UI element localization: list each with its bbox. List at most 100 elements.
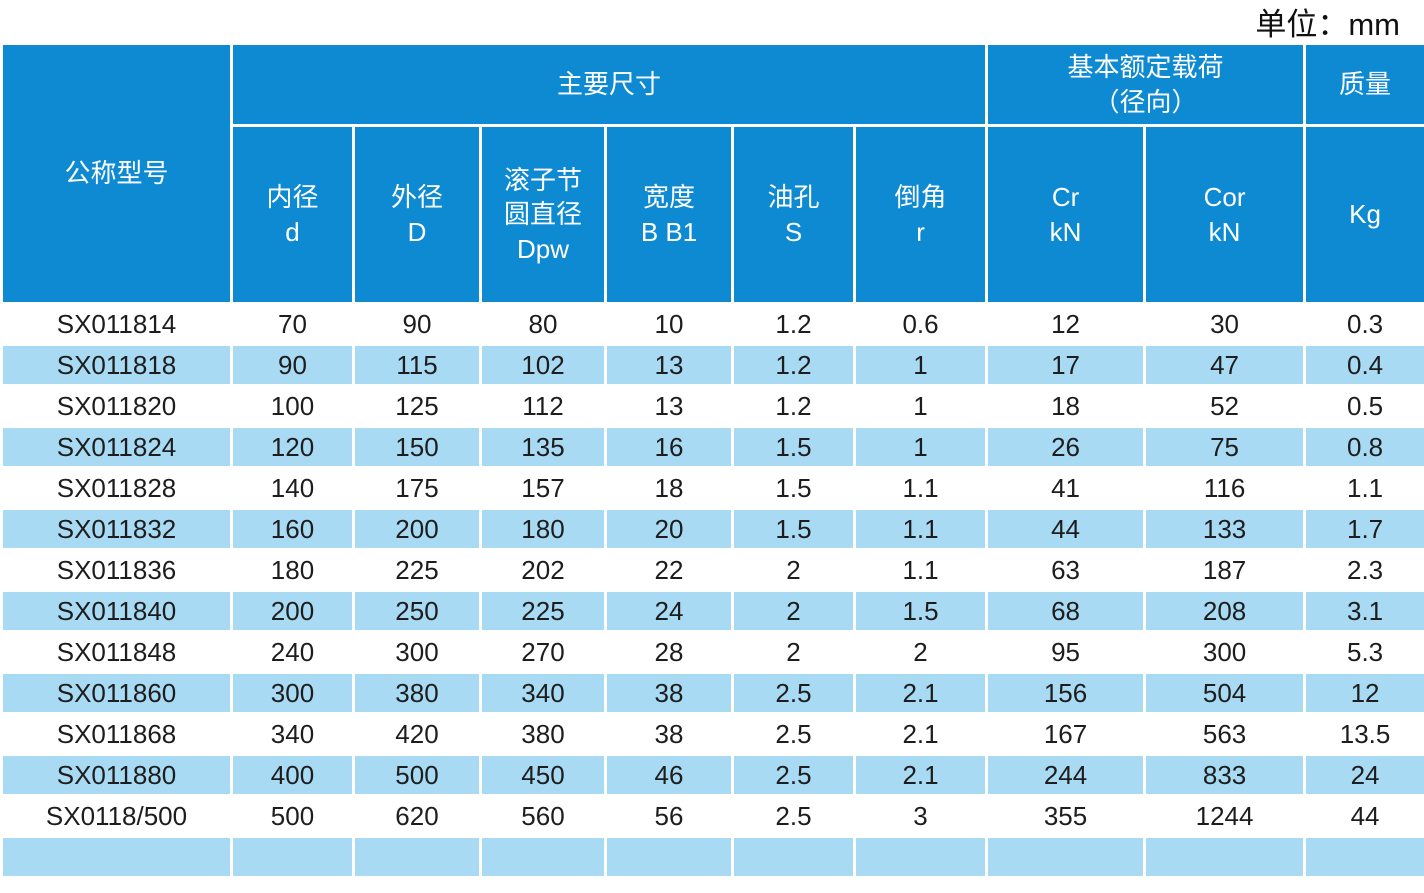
value-cell: 2 <box>852 630 989 674</box>
value-cell: 12 <box>1303 671 1424 715</box>
value-cell: 1.2 <box>731 302 856 346</box>
model-cell: SX011824 <box>0 425 233 469</box>
value-cell: 10 <box>604 302 734 346</box>
value-cell: 112 <box>479 384 607 428</box>
oil-hole-line1: 油孔 <box>767 182 820 213</box>
col-header-mass: 质量 <box>1303 42 1424 127</box>
value-cell: 116 <box>1143 466 1307 510</box>
value-cell: 13 <box>604 384 734 428</box>
header-row-subcolumns: 内径 d 外径 D 滚子节 圆直径 Dpw 宽度 B B1 油孔 <box>2 124 1424 305</box>
value-cell: 24 <box>604 589 734 633</box>
col-header-model: 公称型号 <box>0 42 233 305</box>
value-cell: 120 <box>230 425 355 469</box>
table-row: SX011848 240 300 270 28 2 2 95 300 5.3 <box>0 630 1424 674</box>
width-line1: 宽度 <box>642 182 695 213</box>
table-row: SX011880 400 500 450 46 2.5 2.1 244 833 24 <box>0 753 1424 797</box>
value-cell: 240 <box>230 630 355 674</box>
value-cell: 180 <box>479 507 607 551</box>
pitch-line2: 圆直径 <box>503 199 582 230</box>
rated-load-line2: （径向） <box>1093 86 1198 117</box>
unit-label: 单位：mm <box>1255 6 1400 42</box>
value-cell: 16 <box>604 425 734 469</box>
kg-line1: Kg <box>1349 199 1381 230</box>
value-cell: 115 <box>352 343 482 387</box>
model-cell: SX011880 <box>0 753 233 797</box>
value-cell: 13 <box>604 343 734 387</box>
value-cell: 2.1 <box>852 712 989 756</box>
value-cell: 17 <box>985 343 1147 387</box>
value-cell: 80 <box>479 302 607 346</box>
value-cell: 70 <box>230 302 355 346</box>
col-header-pitch-diameter: 滚子节 圆直径 Dpw <box>479 124 607 305</box>
value-cell: 2.3 <box>1303 548 1424 592</box>
value-cell: 3 <box>852 794 989 838</box>
cr-line2: kN <box>1049 216 1082 247</box>
value-cell: 140 <box>230 466 355 510</box>
col-header-main-dimensions: 主要尺寸 <box>229 42 989 127</box>
cor-line2: kN <box>1208 216 1241 247</box>
value-cell: 63 <box>985 548 1147 592</box>
value-cell <box>0 835 233 879</box>
col-header-main-dimensions-label: 主要尺寸 <box>557 69 662 100</box>
value-cell: 90 <box>230 343 355 387</box>
model-cell: SX011820 <box>0 384 233 428</box>
value-cell: 1.5 <box>731 425 856 469</box>
value-cell: 225 <box>479 589 607 633</box>
value-cell: 355 <box>985 794 1147 838</box>
col-header-model-label: 公称型号 <box>64 158 169 189</box>
value-cell <box>352 835 482 879</box>
value-cell: 56 <box>604 794 734 838</box>
value-cell <box>230 835 355 879</box>
value-cell: 1.1 <box>852 466 989 510</box>
value-cell: 2.5 <box>731 671 856 715</box>
col-header-bore: 内径 d <box>230 124 355 305</box>
table-row: SX011868 340 420 380 38 2.5 2.1 167 563 13.5 <box>0 712 1424 756</box>
rated-load-line1: 基本额定载荷 <box>1067 52 1224 83</box>
chamfer-line2: r <box>916 216 925 247</box>
value-cell: 340 <box>479 671 607 715</box>
value-cell: 0.4 <box>1303 343 1424 387</box>
col-header-rated-load: 基本额定载荷 （径向） <box>985 42 1307 127</box>
value-cell: 1.1 <box>852 548 989 592</box>
value-cell <box>1143 835 1307 879</box>
value-cell <box>985 835 1147 879</box>
value-cell: 133 <box>1143 507 1307 551</box>
value-cell: 400 <box>230 753 355 797</box>
value-cell: 100 <box>230 384 355 428</box>
value-cell: 38 <box>604 712 734 756</box>
model-cell: SX011868 <box>0 712 233 756</box>
outer-line2: D <box>407 216 427 247</box>
col-header-mass-label: 质量 <box>1339 69 1392 100</box>
value-cell: 1.2 <box>731 384 856 428</box>
value-cell: 75 <box>1143 425 1307 469</box>
value-cell: 44 <box>985 507 1147 551</box>
value-cell: 200 <box>352 507 482 551</box>
value-cell: 380 <box>479 712 607 756</box>
value-cell: 2 <box>731 589 856 633</box>
value-cell: 1.5 <box>731 507 856 551</box>
value-cell <box>604 835 734 879</box>
table-row: SX011818 90 115 102 13 1.2 1 17 47 0.4 <box>0 343 1424 387</box>
value-cell: 202 <box>479 548 607 592</box>
value-cell <box>852 835 989 879</box>
col-header-outer-diameter: 外径 D <box>352 124 482 305</box>
value-cell: 44 <box>1303 794 1424 838</box>
col-header-kg: Kg <box>1303 124 1424 305</box>
model-cell: SX011828 <box>0 466 233 510</box>
bearing-spec-table: 公称型号 主要尺寸 基本额定载荷 （径向） 质量 内径 d <box>0 42 1424 879</box>
value-cell: 2 <box>731 630 856 674</box>
table-row: SX011840 200 250 225 24 2 1.5 68 208 3.1 <box>0 589 1424 633</box>
value-cell: 300 <box>1143 630 1307 674</box>
value-cell: 30 <box>1143 302 1307 346</box>
value-cell: 0.6 <box>852 302 989 346</box>
value-cell: 150 <box>352 425 482 469</box>
value-cell <box>1303 835 1424 879</box>
value-cell: 563 <box>1143 712 1307 756</box>
col-header-chamfer: 倒角 r <box>852 124 989 305</box>
value-cell: 1 <box>852 384 989 428</box>
value-cell: 380 <box>352 671 482 715</box>
partial-cutoff-row <box>0 835 1424 879</box>
value-cell: 420 <box>352 712 482 756</box>
table-row: SX011836 180 225 202 22 2 1.1 63 187 2.3 <box>0 548 1424 592</box>
table-row: SX011832 160 200 180 20 1.5 1.1 44 133 1.7 <box>0 507 1424 551</box>
